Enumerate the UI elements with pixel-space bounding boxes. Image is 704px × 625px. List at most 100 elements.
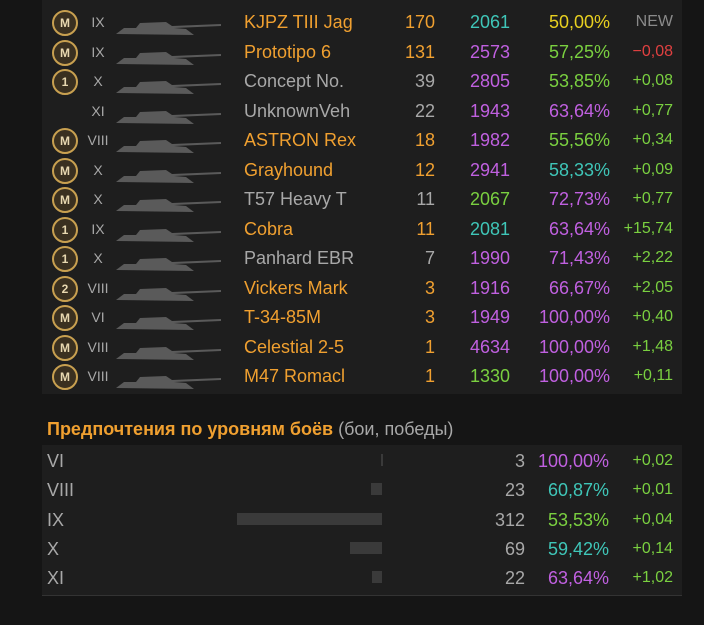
tier: VIII [87,132,109,148]
vehicle-name: Cobra [244,218,294,239]
tank-icon [116,251,226,271]
delta: +15,74 [623,219,673,237]
tier: XI [91,102,105,119]
battles-bar [349,541,382,554]
rating: 2067 [470,189,511,209]
vehicle-row: M VIII Celestial 2-5 1 4634 100,00% +1,48 [42,332,682,362]
tier: VIII [87,368,109,384]
vehicle-row: 2 VIII Vickers Mark 3 1916 66,67% +2,05 [42,273,682,303]
battles: 18 [414,130,435,150]
winrate: 63,64% [547,568,609,589]
mastery-badge: M [52,364,78,390]
vehicle-row: M VI T-34-85M 3 1949 100,00% +0,40 [42,302,682,332]
vehicle-row: M VIII M47 Romacl 1 1330 100,00% +0,11 [42,361,682,391]
mastery-badge: M [52,10,78,36]
battles: 11 [416,189,435,209]
rating: 1990 [470,248,511,268]
delta: +0,40 [632,308,673,325]
battles: 312 [494,509,525,530]
battles: 3 [424,277,435,298]
battles: 22 [414,100,435,121]
winrate: 100,00% [538,336,610,357]
battles: 3 [424,307,435,327]
winrate: 53,85% [548,71,610,91]
vehicle-row: 1 X Concept No. 39 2805 53,85% +0,08 [42,66,682,96]
battles: 1 [424,366,435,386]
vehicle-row: 1 IX Cobra 11 2081 63,64% +15,74 [42,214,682,244]
mastery-badge: M [52,157,78,184]
mastery-badge: M [52,334,78,361]
delta: +0,08 [632,72,673,89]
rating: 2941 [470,159,511,180]
tank-icon [116,74,226,94]
vehicle-name: M47 Romacl [244,366,346,386]
tier-row: XI 22 63,64% +1,02 [42,563,682,593]
tank-icon [116,45,226,65]
rating: 1943 [470,100,511,121]
mastery-badge: 1 [52,216,78,243]
tier-row: X 69 59,42% +0,14 [42,534,682,564]
tank-icon [116,15,226,35]
winrate: 71,43% [548,248,610,268]
vehicle-name: Grayhound [244,159,334,180]
winrate: 53,53% [547,509,609,530]
rating: 2805 [470,71,511,91]
battles-bar [371,483,382,496]
rating: 2061 [470,12,511,32]
tier-table: VI 3 100,00% +0,02 VIII 23 60,87% +0,01 IX 312 53,… [42,445,682,596]
rating: 1949 [470,307,511,327]
tank-icon [116,310,226,330]
tier-row: VI 3 100,00% +0,02 [42,446,682,476]
vehicle-name: Panhard EBR [244,248,355,268]
winrate: 58,33% [548,159,610,180]
battles: 23 [504,480,525,501]
winrate: 66,67% [548,277,610,298]
delta: +0,77 [632,190,673,207]
delta: −0,08 [632,42,673,60]
tier: IX [47,509,65,530]
winrate: 100,00% [538,307,610,327]
section-subtitle: (бои, победы) [338,419,454,439]
battles: 170 [404,12,435,32]
tank-icon [116,369,226,389]
battles: 131 [404,41,435,62]
vehicle-row: M IX KJPZ TIII Jag 170 2061 50,00% NEW [42,7,682,37]
mastery-badge: M [52,128,78,154]
tier: VIII [87,279,109,296]
vehicle-name: T57 Heavy T [244,189,347,209]
tank-icon [116,104,226,124]
battles: 11 [416,218,435,239]
tier-row: VIII 23 60,87% +0,01 [42,475,682,505]
mastery-badge: M [52,187,78,213]
vehicle-name: Vickers Mark [244,277,348,298]
battles-bar [237,512,382,525]
tier: VI [47,451,65,471]
rating: 1916 [470,277,511,298]
vehicle-row: 1 X Panhard EBR 7 1990 71,43% +2,22 [42,243,682,273]
winrate: 57,25% [548,41,610,62]
winrate: 59,42% [547,538,609,559]
vehicle-name: UnknownVeh [244,100,351,121]
winrate: 60,87% [547,480,609,501]
mastery-badge: 2 [52,275,78,302]
tier: X [93,250,103,266]
tier: X [93,161,103,178]
vehicle-row: M X T57 Heavy T 11 2067 72,73% +0,77 [42,184,682,214]
delta: +1,02 [632,569,673,587]
delta: +0,34 [632,131,673,148]
winrate: 72,73% [548,189,610,209]
battles: 69 [504,538,525,559]
battles: 1 [424,336,435,357]
tank-icon [116,163,226,183]
mastery-badge: 1 [52,69,78,95]
section-title: Предпочтения по уровням боёв [47,419,334,439]
winrate: 63,64% [548,100,610,121]
tank-icon [116,192,226,212]
mastery-badge: M [52,305,78,331]
tank-icon [116,133,226,153]
winrate: 63,64% [548,218,610,239]
delta: +2,22 [632,249,673,266]
winrate: 50,00% [548,12,610,32]
vehicle-row: M IX Prototipo 6 131 2573 57,25% −0,08 [42,37,682,67]
